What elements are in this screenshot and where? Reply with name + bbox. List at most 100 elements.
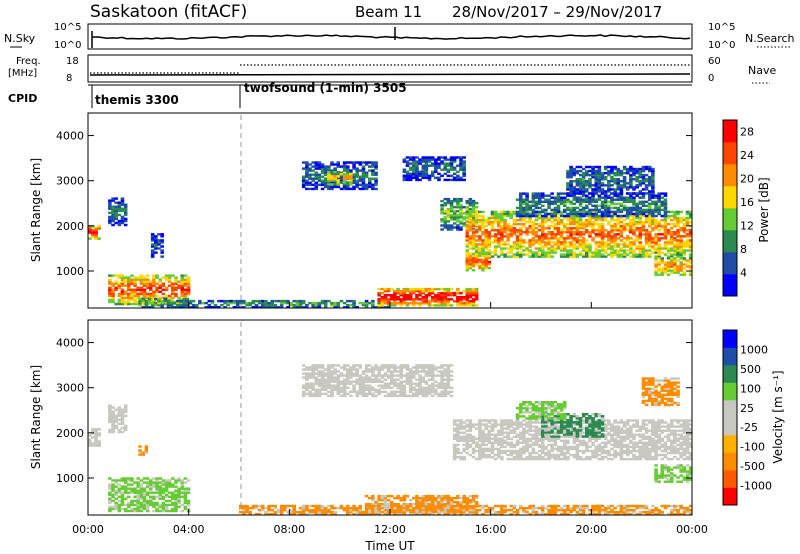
heatmap-cell bbox=[474, 251, 479, 254]
heatmap-cell bbox=[424, 287, 429, 291]
heatmap-cell bbox=[534, 216, 539, 220]
heatmap-cell bbox=[152, 278, 156, 281]
heatmap-cell bbox=[142, 284, 147, 287]
heatmap-cell bbox=[619, 231, 624, 234]
heatmap-cell bbox=[512, 253, 517, 256]
heatmap-cell bbox=[361, 173, 366, 176]
heatmap-cell bbox=[534, 227, 539, 230]
heatmap-cell bbox=[320, 175, 325, 178]
heatmap-cell bbox=[644, 229, 649, 232]
heatmap-cell bbox=[525, 437, 529, 441]
heatmap-cell bbox=[430, 158, 435, 161]
heatmap-cell bbox=[412, 386, 416, 390]
heatmap-cell bbox=[660, 233, 665, 236]
heatmap-cell bbox=[547, 212, 551, 216]
heatmap-cell bbox=[613, 235, 617, 238]
heatmap-cell bbox=[123, 489, 128, 492]
heatmap-cell bbox=[177, 479, 181, 482]
heatmap-cell bbox=[559, 196, 564, 199]
heatmap-cell bbox=[443, 382, 448, 385]
heatmap-cell bbox=[155, 487, 159, 490]
heatmap-cell bbox=[371, 392, 375, 396]
heatmap-cell bbox=[139, 491, 144, 494]
heatmap-cell bbox=[610, 218, 614, 222]
heatmap-cell bbox=[136, 483, 140, 486]
heatmap-cell bbox=[528, 445, 532, 449]
heatmap-cell bbox=[174, 282, 178, 285]
heatmap-cell bbox=[474, 220, 479, 224]
heatmap-cell bbox=[342, 380, 347, 383]
heatmap-cell bbox=[352, 175, 356, 178]
heatmap-cell bbox=[497, 212, 501, 216]
heatmap-cell bbox=[368, 183, 372, 187]
heatmap-cell bbox=[164, 493, 169, 497]
heatmap-cell bbox=[402, 364, 407, 367]
heatmap-cell bbox=[607, 212, 611, 216]
heatmap-cell bbox=[603, 212, 608, 216]
heatmap-cell bbox=[317, 165, 322, 168]
heatmap-cell bbox=[534, 439, 539, 443]
heatmap-cell bbox=[594, 251, 599, 254]
heatmap-cell bbox=[120, 408, 125, 411]
heatmap-cell bbox=[342, 175, 347, 178]
heatmap-cell bbox=[456, 435, 460, 439]
heatmap-cell bbox=[380, 287, 385, 291]
heatmap-cell bbox=[174, 493, 178, 497]
heatmap-cell bbox=[547, 231, 551, 234]
heatmap-cell bbox=[452, 226, 457, 229]
heatmap-cell bbox=[537, 243, 542, 246]
heatmap-cell bbox=[390, 386, 394, 390]
heatmap-cell bbox=[377, 298, 381, 301]
heatmap-cell bbox=[572, 208, 577, 212]
heatmap-cell bbox=[317, 372, 322, 375]
heatmap-cell bbox=[446, 162, 451, 165]
heatmap-cell bbox=[424, 302, 429, 305]
heatmap-cell bbox=[108, 278, 112, 281]
heatmap-cell bbox=[537, 192, 542, 195]
date-range: 28/Nov/2017 – 29/Nov/2017 bbox=[452, 3, 662, 21]
heatmap-cell bbox=[117, 300, 122, 304]
heatmap-cell bbox=[424, 496, 429, 500]
heatmap-cell bbox=[158, 497, 163, 501]
heatmap-cell bbox=[594, 192, 599, 195]
heatmap-cell bbox=[588, 169, 592, 173]
heatmap-cell bbox=[120, 215, 125, 219]
heatmap-cell bbox=[462, 437, 466, 441]
heatmap-cell bbox=[512, 222, 517, 226]
heatmap-cell bbox=[434, 496, 438, 500]
heatmap-cell bbox=[111, 493, 115, 497]
heatmap-cell bbox=[673, 263, 677, 266]
heatmap-cell bbox=[150, 237, 155, 240]
heatmap-cell bbox=[462, 178, 466, 182]
heatmap-cell bbox=[657, 249, 661, 252]
heatmap-cell bbox=[117, 286, 122, 290]
heatmap-cell bbox=[528, 255, 532, 258]
heatmap-cell bbox=[629, 192, 633, 195]
heatmap-cell bbox=[585, 218, 589, 222]
heatmap-cell bbox=[149, 288, 153, 292]
heatmap-cell bbox=[320, 167, 325, 170]
heatmap-cell bbox=[594, 255, 599, 258]
heatmap-cell bbox=[471, 258, 476, 262]
heatmap-cell bbox=[383, 287, 388, 291]
heatmap-cell bbox=[415, 499, 419, 502]
heatmap-cell bbox=[402, 507, 407, 510]
heatmap-cell bbox=[471, 233, 476, 236]
heatmap-cell bbox=[323, 171, 328, 174]
heatmap-cell bbox=[528, 220, 532, 224]
heatmap-cell bbox=[349, 374, 353, 377]
heatmap-cell bbox=[399, 300, 403, 303]
heatmap-cell bbox=[399, 390, 403, 394]
heatmap-cell bbox=[405, 178, 410, 182]
heatmap-cell bbox=[308, 384, 312, 387]
heatmap-cell bbox=[308, 382, 312, 385]
heatmap-cell bbox=[361, 370, 366, 373]
heatmap-cell bbox=[130, 278, 134, 281]
heatmap-cell bbox=[648, 192, 652, 195]
heatmap-cell bbox=[283, 299, 287, 303]
heatmap-cell bbox=[509, 210, 514, 214]
heatmap-cell bbox=[177, 493, 181, 497]
heatmap-cell bbox=[440, 499, 444, 502]
heatmap-cell bbox=[607, 247, 611, 250]
heatmap-cell bbox=[149, 280, 153, 283]
